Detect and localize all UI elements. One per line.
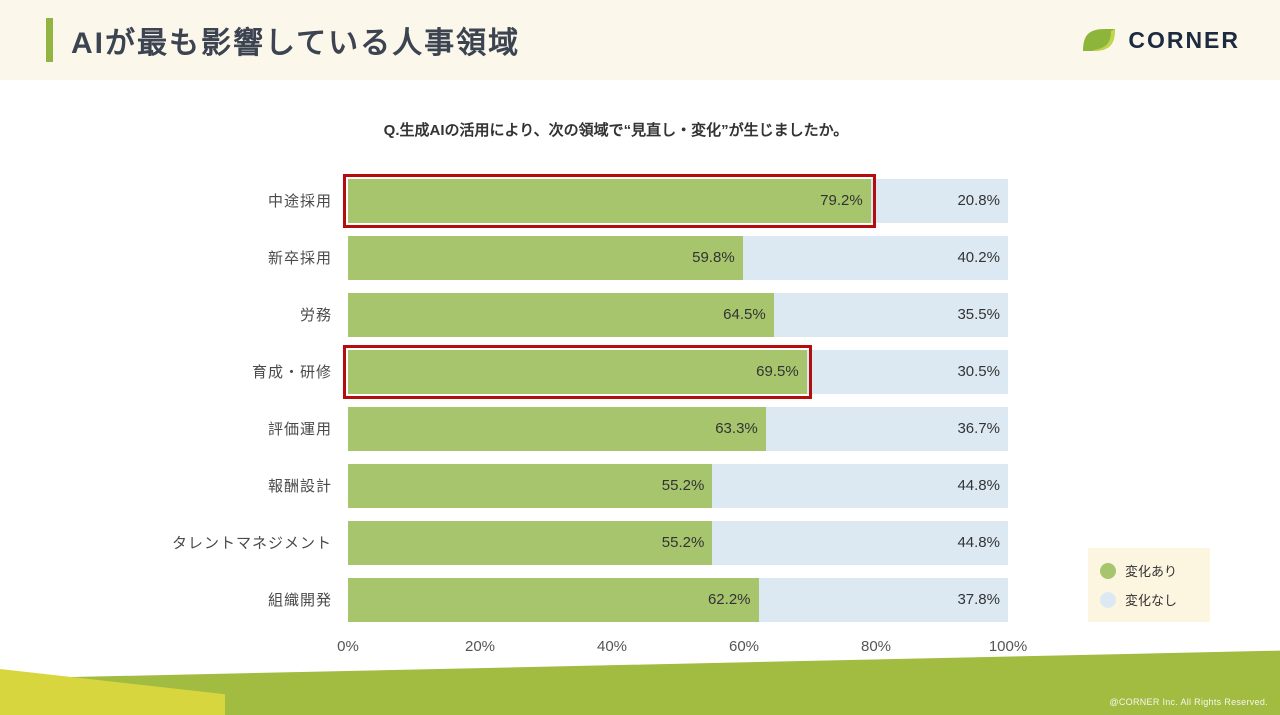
category-label: 新卒採用 <box>267 250 332 267</box>
row-bars: 64.5% 35.5% <box>348 292 1008 337</box>
bar-segment-nochange: 36.7% <box>765 406 1008 451</box>
corner-logo: CORNER <box>1080 26 1240 54</box>
chart-rows: 中途採用 79.2% 20.8% 新卒採用 59.8% 40.2% 労務 64.… <box>140 172 1008 628</box>
bar-segment-change: 55.2% <box>348 463 713 508</box>
bar-segment-change: 63.3% <box>348 406 766 451</box>
chart-row: 組織開発 62.2% 37.8% <box>140 571 1008 628</box>
bar-segment-change: 69.5% <box>343 344 812 399</box>
row-bars: 62.2% 37.8% <box>348 577 1008 622</box>
chart-question: Q.生成AIの活用により、次の領域で“見直し・変化”が生じましたか。 <box>383 122 849 139</box>
x-tick: 40% <box>596 638 628 655</box>
category-label: 評価運用 <box>267 421 332 438</box>
bar-segment-change: 79.2% <box>343 173 876 228</box>
bar-segment-nochange: 44.8% <box>712 463 1008 508</box>
category-label: 労務 <box>299 307 332 324</box>
bar-value-change: 59.8% <box>692 249 735 266</box>
bar-segment-nochange: 44.8% <box>712 520 1008 565</box>
bar-segment-nochange: 40.2% <box>742 235 1008 280</box>
chart-row: 新卒採用 59.8% 40.2% <box>140 229 1008 286</box>
row-bars: 55.2% 44.8% <box>348 463 1008 508</box>
bar-value-change: 64.5% <box>723 306 766 323</box>
category-label: 育成・研修 <box>251 364 332 381</box>
chart-row: 報酬設計 55.2% 44.8% <box>140 457 1008 514</box>
chart: 中途採用 79.2% 20.8% 新卒採用 59.8% 40.2% 労務 64.… <box>140 172 1027 662</box>
bar-segment-change: 59.8% <box>348 235 743 280</box>
category-label: 組織開発 <box>267 592 332 609</box>
bar-segment-change: 64.5% <box>348 292 774 337</box>
x-tick: 80% <box>860 638 892 655</box>
row-bars: 69.5% 30.5% <box>343 344 1008 399</box>
row-bars: 79.2% 20.8% <box>343 173 1008 228</box>
x-axis: 0% 20% 40% 60% 80% 100% <box>337 632 1027 662</box>
row-bars: 59.8% 40.2% <box>348 235 1008 280</box>
legend-item-nochange: 変化なし <box>1100 590 1198 609</box>
bar-value-change: 62.2% <box>707 591 751 608</box>
footer: @CORNER Inc. All Rights Reserved. <box>0 645 1280 715</box>
corner-logo-icon <box>1083 29 1116 51</box>
legend-dot-change <box>1100 562 1116 579</box>
legend-dot-nochange <box>1100 591 1116 608</box>
row-bars: 63.3% 36.7% <box>348 406 1008 451</box>
legend-item-change: 変化あり <box>1100 561 1198 580</box>
page-title: AIが最も影響している人事領域 <box>71 27 521 60</box>
x-tick: 60% <box>728 638 760 655</box>
bar-value-nochange: 44.8% <box>957 534 1000 551</box>
bar-value-change: 55.2% <box>661 477 705 494</box>
bar-value-change: 55.2% <box>661 534 705 551</box>
bar-value-change: 69.5% <box>756 363 799 380</box>
logo-text: CORNER <box>1128 26 1240 53</box>
x-tick: 0% <box>337 638 359 655</box>
bar-segment-nochange: 37.8% <box>758 577 1008 622</box>
category-label: タレントマネジメント <box>171 535 332 552</box>
bar-value-nochange: 30.5% <box>957 363 1000 380</box>
x-tick: 20% <box>464 638 496 655</box>
bar-value-nochange: 35.5% <box>957 306 1000 323</box>
chart-legend: 変化あり 変化なし <box>1088 548 1210 622</box>
bar-value-nochange: 37.8% <box>957 591 1000 608</box>
copyright-text: @CORNER Inc. All Rights Reserved. <box>1109 697 1268 707</box>
bar-value-nochange: 36.7% <box>957 420 1000 437</box>
bar-segment-change: 55.2% <box>348 520 713 565</box>
chart-row: 育成・研修 69.5% 30.5% <box>140 343 1008 400</box>
header: AIが最も影響している人事領域 CORNER <box>0 0 1280 80</box>
row-bars: 55.2% 44.8% <box>348 520 1008 565</box>
legend-label-nochange: 変化なし <box>1125 593 1178 608</box>
category-label: 報酬設計 <box>267 478 332 495</box>
category-label: 中途採用 <box>267 193 332 210</box>
bar-value-nochange: 40.2% <box>957 249 1000 266</box>
chart-row: 評価運用 63.3% 36.7% <box>140 400 1008 457</box>
x-tick: 100% <box>988 638 1028 655</box>
bar-value-change: 79.2% <box>820 192 863 209</box>
bar-segment-change: 62.2% <box>348 577 759 622</box>
bar-segment-nochange: 20.8% <box>870 178 1008 223</box>
bar-value-nochange: 44.8% <box>957 477 1000 494</box>
bar-value-change: 63.3% <box>715 420 758 437</box>
bar-value-nochange: 20.8% <box>957 192 1000 209</box>
chart-row: 中途採用 79.2% 20.8% <box>140 172 1008 229</box>
legend-label-change: 変化あり <box>1125 564 1178 579</box>
title-accent-bar <box>46 18 53 62</box>
bar-segment-nochange: 30.5% <box>806 349 1008 394</box>
chart-row: 労務 64.5% 35.5% <box>140 286 1008 343</box>
chart-row: タレントマネジメント 55.2% 44.8% <box>140 514 1008 571</box>
bar-segment-nochange: 35.5% <box>773 292 1008 337</box>
